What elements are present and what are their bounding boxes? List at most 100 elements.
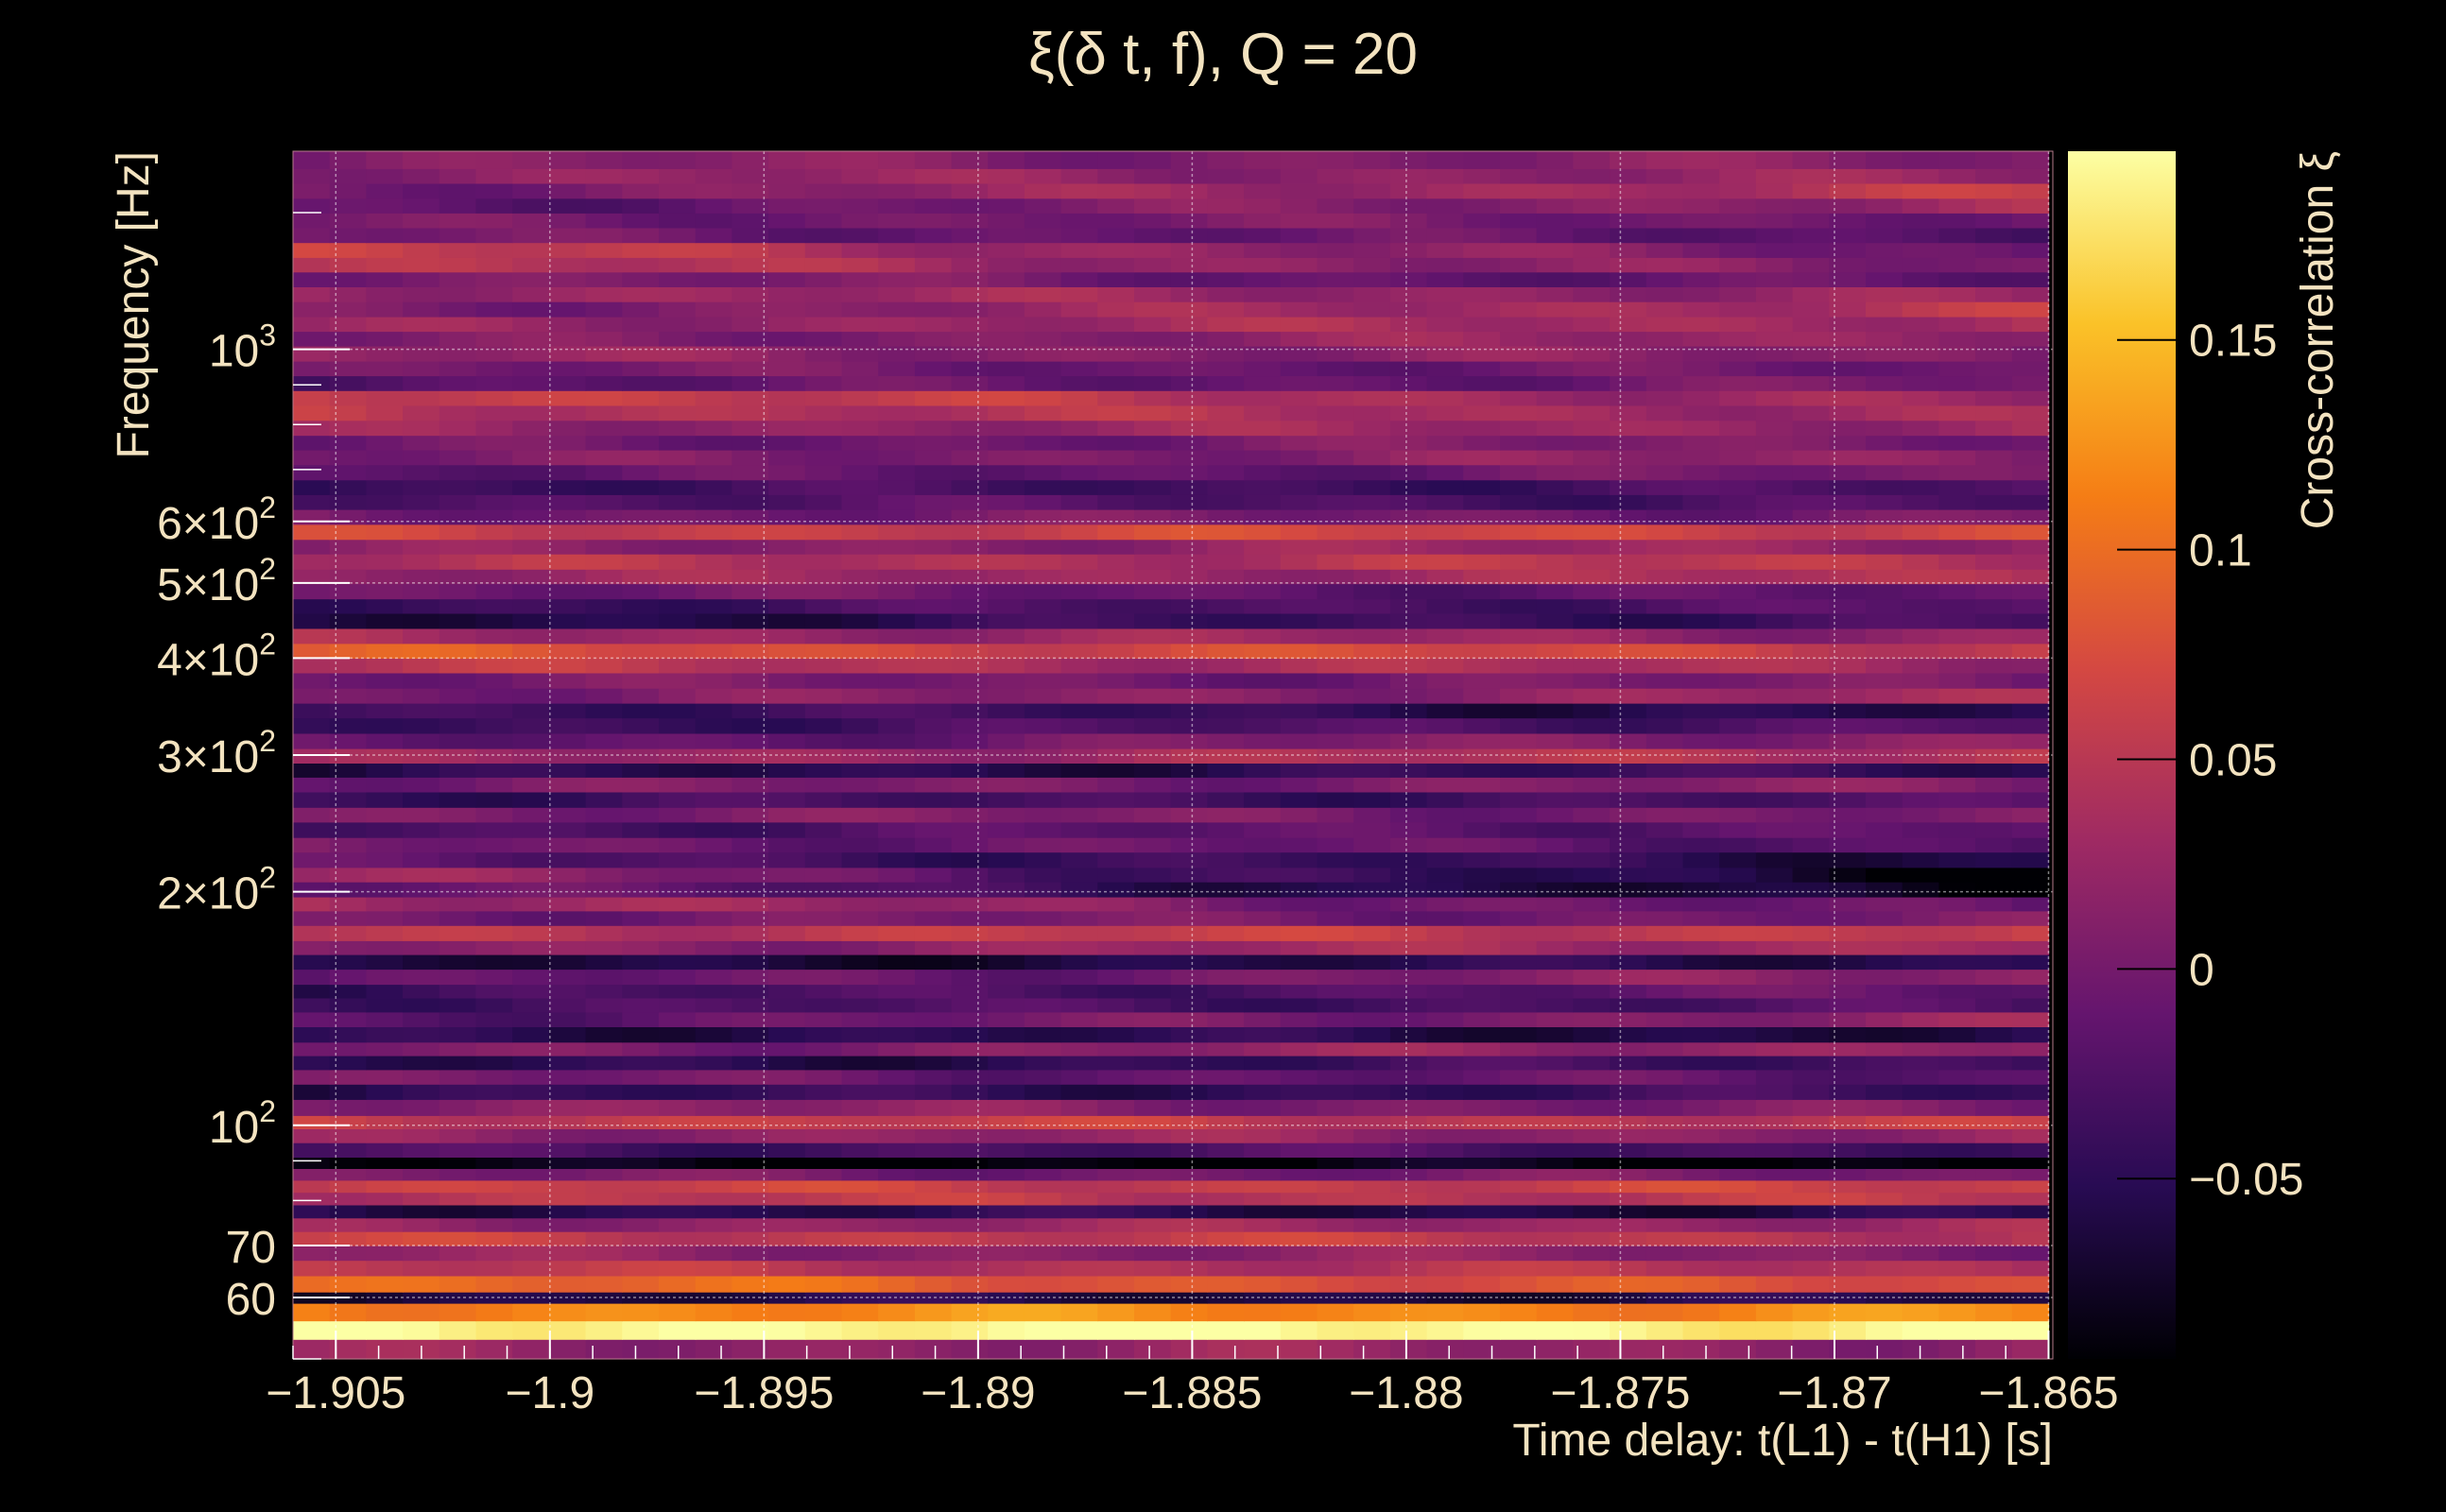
heatmap-cell [1060, 1276, 1098, 1293]
heatmap-cell [1645, 882, 1684, 898]
heatmap-cell [293, 1011, 331, 1027]
heatmap-cell [1207, 984, 1245, 999]
heatmap-cell [2011, 643, 2050, 659]
heatmap-cell [1207, 464, 1245, 481]
heatmap-cell [2011, 435, 2050, 451]
heatmap-cell [1792, 763, 1830, 778]
heatmap-cell [1317, 1056, 1354, 1071]
heatmap-cell [914, 940, 953, 955]
heatmap-cell [1902, 940, 1939, 955]
heatmap-cell [695, 1143, 732, 1158]
heatmap-cell [732, 1179, 769, 1194]
heatmap-cell [366, 198, 404, 214]
heatmap-cell [585, 643, 623, 659]
heatmap-cell [1829, 151, 1867, 169]
heatmap-cell [622, 1011, 660, 1027]
heatmap-cell [1573, 984, 1611, 999]
heatmap-cell [1792, 612, 1830, 629]
heatmap-cell [1500, 375, 1538, 391]
heatmap-cell [1829, 658, 1867, 674]
heatmap-cell [548, 837, 587, 853]
heatmap-cell [622, 612, 660, 629]
heatmap-cell [2011, 1084, 2050, 1100]
heatmap-cell [1244, 242, 1282, 258]
heatmap-cell [1755, 554, 1794, 570]
heatmap-cell [1170, 1217, 1208, 1232]
heatmap-cell [1719, 672, 1757, 689]
heatmap-cell [1097, 837, 1135, 853]
heatmap-cell [1389, 168, 1428, 184]
heatmap-cell [548, 1026, 587, 1043]
heatmap-cell [695, 733, 732, 749]
heatmap-cell [512, 404, 550, 421]
heatmap-cell [1610, 791, 1647, 808]
heatmap-cell [1573, 910, 1611, 926]
heatmap-cell [951, 867, 989, 883]
heatmap-cell [1353, 627, 1391, 644]
heatmap-cell [1134, 1339, 1172, 1360]
heatmap-cell [1866, 286, 1903, 302]
heatmap-cell [1463, 301, 1501, 318]
heatmap-cell [914, 969, 953, 986]
heatmap-cell [1463, 1231, 1501, 1246]
heatmap-cell [914, 494, 953, 510]
heatmap-cell [1938, 837, 1976, 853]
heatmap-cell [475, 509, 513, 525]
heatmap-cell [475, 1115, 513, 1129]
heatmap-cell [475, 479, 513, 495]
heatmap-cell [1829, 612, 1867, 629]
heatmap-cell [1866, 479, 1903, 495]
heatmap-cell [1097, 997, 1135, 1013]
heatmap-cell [1975, 612, 2013, 629]
heatmap-cell [732, 494, 769, 510]
heatmap-cell [1060, 450, 1098, 466]
heatmap-cell [914, 317, 953, 333]
heatmap-cell [1866, 717, 1903, 734]
heatmap-cell [1610, 717, 1647, 734]
heatmap-cell [1134, 182, 1172, 199]
heatmap-cell [475, 997, 513, 1013]
heatmap-cell [1170, 1276, 1208, 1293]
heatmap-cell [1024, 554, 1062, 570]
heatmap-cell [1024, 969, 1062, 986]
heatmap-cell [1645, 777, 1684, 793]
heatmap-cell [1426, 168, 1464, 184]
heatmap-cell [1134, 479, 1172, 495]
heatmap-cell [1426, 1011, 1464, 1027]
heatmap-cell [1317, 375, 1354, 391]
heatmap-cell [1610, 1231, 1647, 1246]
heatmap-cell [1536, 1217, 1574, 1232]
heatmap-cell [1170, 1084, 1208, 1100]
heatmap-cell [1280, 1099, 1318, 1116]
heatmap-cell [951, 837, 989, 853]
heatmap-cell [804, 151, 843, 169]
heatmap-cell [1317, 198, 1354, 214]
heatmap-cell [439, 1204, 477, 1219]
heatmap-cell [1207, 882, 1245, 898]
heatmap-cell [512, 672, 550, 689]
heatmap-cell [622, 1217, 660, 1232]
heatmap-cell [512, 867, 550, 883]
heatmap-cell [1024, 851, 1062, 868]
heatmap-cell [988, 1217, 1025, 1232]
heatmap-cell [1317, 583, 1354, 600]
heatmap-cell [1755, 777, 1794, 793]
heatmap-cell [1645, 837, 1684, 853]
heatmap-cell [1170, 271, 1208, 287]
heatmap-cell [1573, 1128, 1611, 1143]
heatmap-cell [841, 420, 879, 437]
heatmap-cell [951, 1143, 989, 1158]
heatmap-cell [1280, 954, 1318, 971]
heatmap-cell [1024, 1231, 1062, 1246]
heatmap-cell [732, 747, 769, 764]
heatmap-cell [1536, 688, 1574, 704]
heatmap-cell [1389, 1179, 1428, 1194]
heatmap-cell [1573, 747, 1611, 764]
heatmap-cell [548, 361, 587, 377]
heatmap-cell [439, 361, 477, 377]
heatmap-cell [293, 791, 331, 808]
heatmap-cell [878, 867, 916, 883]
heatmap-cell [329, 703, 367, 719]
heatmap-cell [475, 1084, 513, 1100]
heatmap-cell [1975, 658, 2013, 674]
